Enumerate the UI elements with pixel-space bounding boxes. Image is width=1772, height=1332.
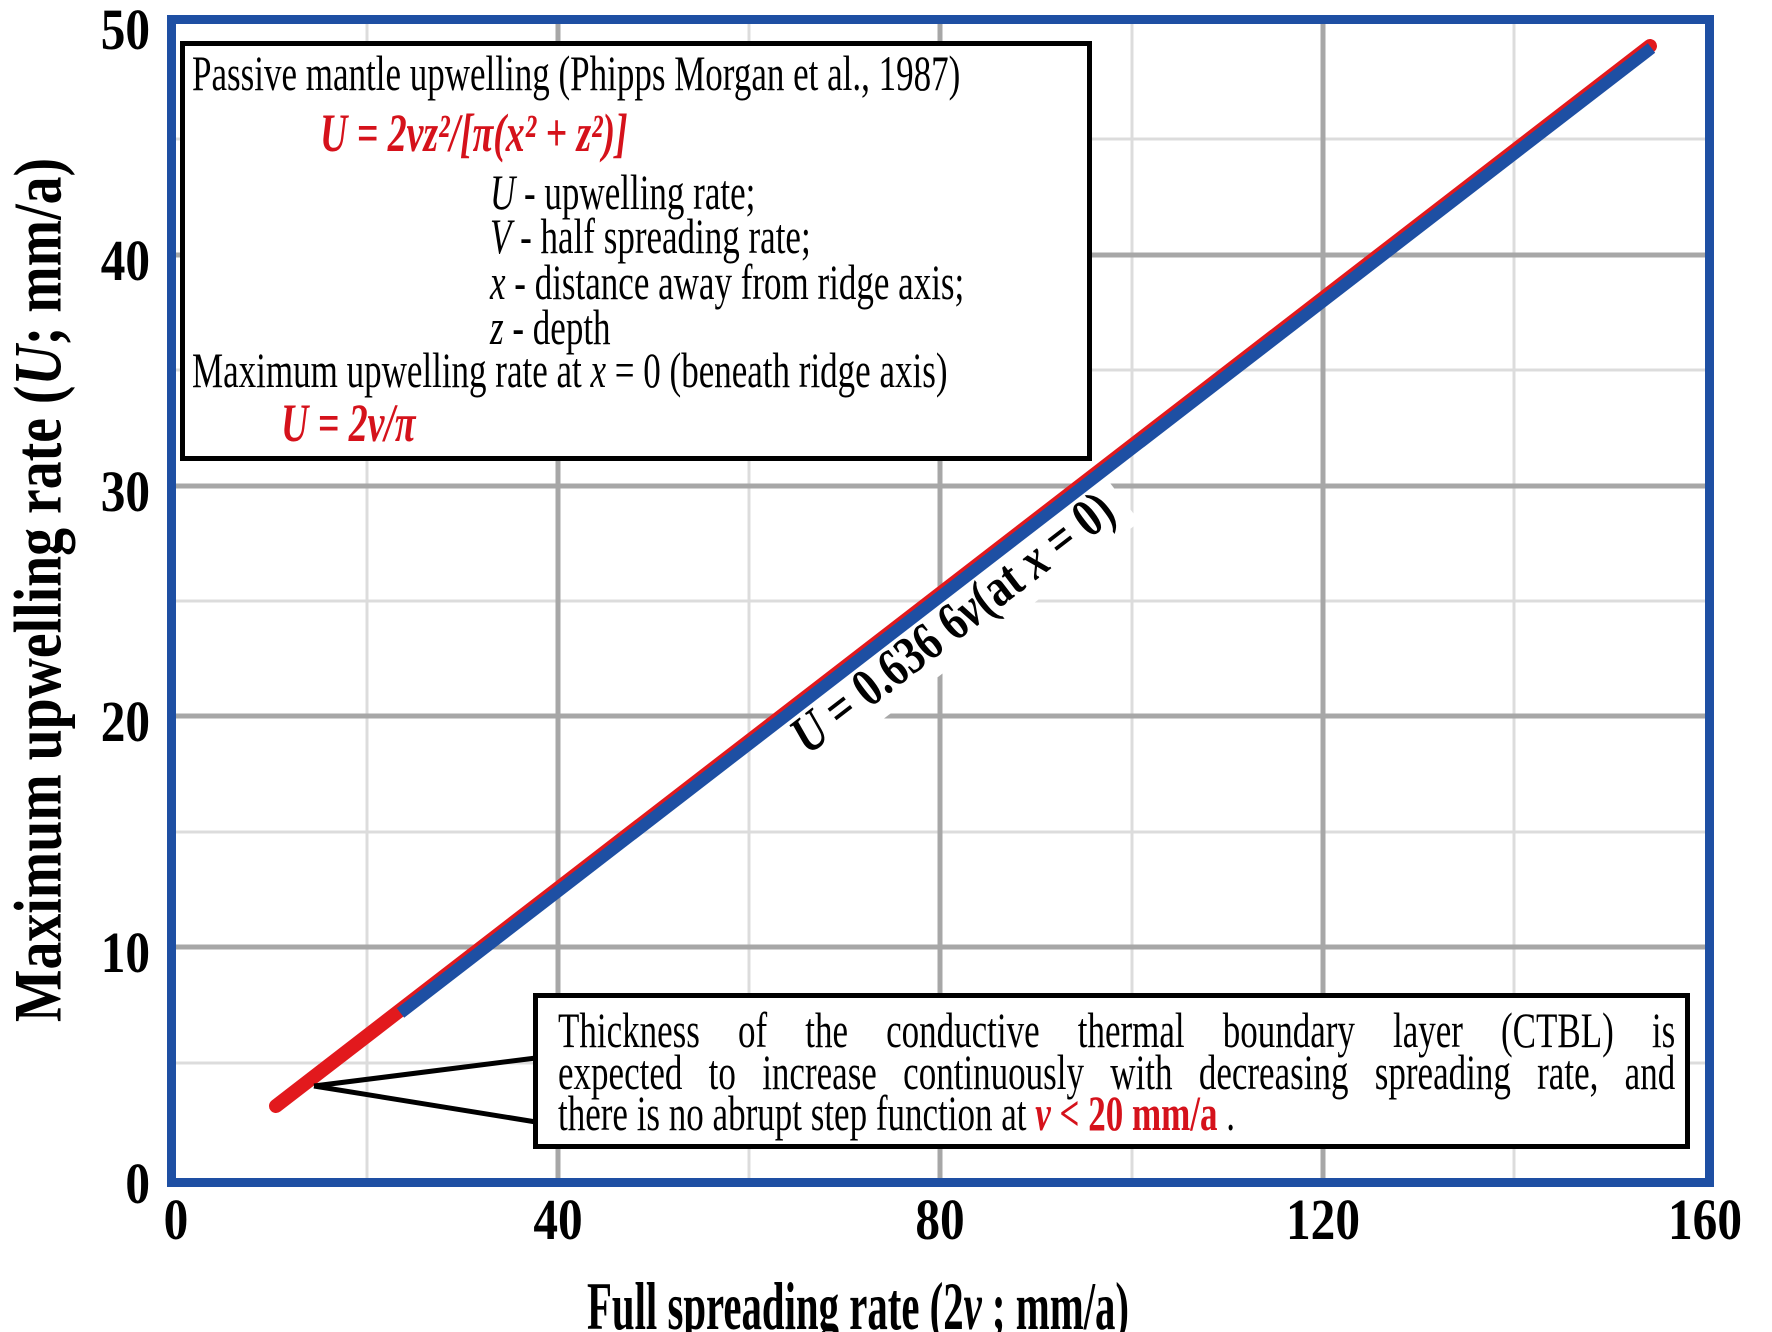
var-V: V bbox=[490, 208, 512, 264]
x-axis-title: Full spreading rate (2v ; mm/a) bbox=[586, 1268, 1130, 1332]
y-tick-30: 30 bbox=[100, 459, 150, 524]
def-V-text: - half spreading rate; bbox=[511, 208, 811, 264]
var-x: x bbox=[490, 254, 506, 310]
y-tick-40: 40 bbox=[100, 228, 150, 293]
chart-frame bbox=[167, 15, 1714, 1187]
data-line-blue bbox=[396, 43, 1656, 1018]
max-upwelling-formula: U = 2v/π bbox=[281, 393, 416, 453]
y-tick-50: 50 bbox=[100, 0, 150, 62]
ctbl-note-line2: expected to increase continuously with d… bbox=[558, 1044, 1676, 1100]
upwelling-formula: U = 2vz²/[π(x² + z²)] bbox=[320, 103, 628, 163]
var-U: U bbox=[490, 164, 516, 220]
x-tick-160: 160 bbox=[1668, 1187, 1742, 1252]
definition-U: U - upwelling rate; bbox=[490, 167, 755, 217]
x-tick-0: 0 bbox=[163, 1187, 189, 1252]
y-tick-20: 20 bbox=[100, 689, 150, 754]
var-z: z bbox=[490, 299, 504, 355]
callout-line-lower bbox=[313, 1083, 537, 1125]
ctbl-note-box: Thickness of the conductive thermal boun… bbox=[533, 993, 1690, 1149]
x-tick-80: 80 bbox=[915, 1187, 965, 1252]
definition-V: V - half spreading rate; bbox=[490, 211, 811, 261]
note-title: Passive mantle upwelling (Phipps Morgan … bbox=[192, 45, 961, 101]
x-tick-40: 40 bbox=[533, 1187, 583, 1252]
ctbl-note-line1: Thickness of the conductive thermal boun… bbox=[558, 1002, 1676, 1058]
max-upwelling-note: Maximum upwelling rate at x = 0 (beneath… bbox=[192, 342, 948, 398]
def-x-text: - distance away from ridge axis; bbox=[505, 254, 965, 310]
x-tick-120: 120 bbox=[1286, 1187, 1360, 1252]
passive-upwelling-note-box: Passive mantle upwelling (Phipps Morgan … bbox=[180, 41, 1092, 461]
y-tick-10: 10 bbox=[100, 920, 150, 985]
def-U-text: - upwelling rate; bbox=[515, 164, 756, 220]
definition-x: x - distance away from ridge axis; bbox=[490, 257, 964, 307]
definition-z: z - depth bbox=[490, 302, 611, 352]
y-tick-0: 0 bbox=[125, 1151, 150, 1216]
ctbl-note-line3: there is no abrupt step function at v < … bbox=[558, 1085, 1236, 1141]
y-axis-title: Maximum upwelling rate (U; mm/a) bbox=[0, 157, 76, 1023]
callout-line-upper bbox=[313, 1055, 537, 1089]
def-z-text: - depth bbox=[503, 299, 611, 355]
